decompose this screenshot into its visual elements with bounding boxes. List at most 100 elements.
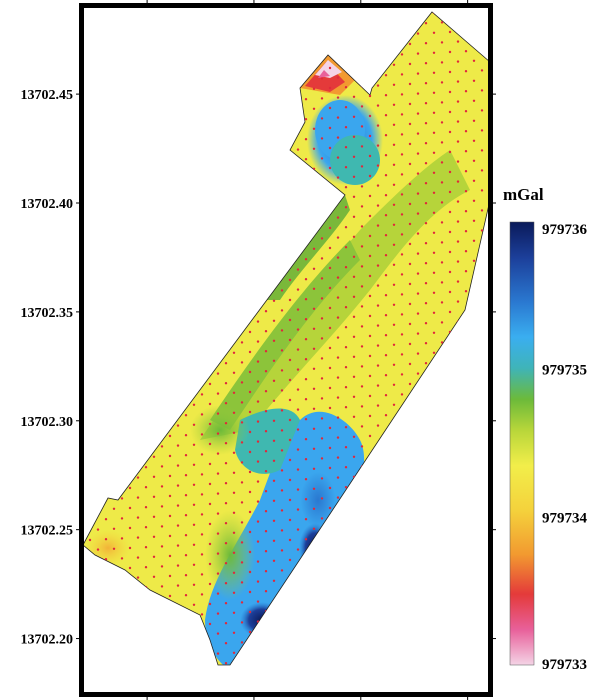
station-marker [224,502,228,505]
station-marker [328,126,332,130]
station-marker [497,148,499,150]
station-marker [224,402,228,405]
station-marker [521,17,523,19]
station-marker [505,238,507,240]
station-marker [240,341,244,344]
station-marker [384,114,388,117]
station-marker [360,425,364,428]
station-marker [553,396,555,398]
station-marker [200,493,204,496]
station-marker [561,345,563,347]
station-marker [561,565,563,567]
station-marker [296,508,300,511]
station-marker [312,487,316,490]
station-marker [537,276,539,278]
station-marker [320,337,324,340]
station-marker [505,618,507,620]
station-marker [360,385,364,388]
station-marker [224,582,228,585]
y-tick-label: 13702.35 [21,306,74,321]
station-marker [352,195,356,198]
station-marker [216,512,220,515]
station-marker [328,366,332,370]
station-marker [328,326,332,330]
station-marker [537,656,539,658]
station-marker [248,550,252,554]
station-marker [240,441,244,444]
station-marker [561,185,563,187]
station-marker [352,115,356,119]
station-marker [272,299,276,302]
station-marker [392,183,396,186]
station-marker [208,402,212,406]
station-marker [200,613,204,616]
station-marker [368,254,372,258]
station-marker [328,146,332,150]
station-marker [497,568,499,570]
station-marker [440,241,444,244]
station-marker [240,541,244,544]
station-marker [376,344,380,347]
station-marker [553,36,555,38]
station-marker [152,455,156,458]
station-marker [537,156,539,158]
station-marker [152,575,156,578]
station-marker [232,571,236,574]
station-marker [248,350,252,354]
station-marker [336,356,340,359]
station-marker [368,174,372,178]
colorbar-label: 979734 [542,510,588,526]
station-marker [497,128,499,130]
station-marker [480,209,484,212]
station-marker [240,561,244,564]
station-marker [184,474,188,477]
station-marker [121,697,123,699]
station-marker [368,154,372,158]
station-marker [352,315,356,318]
station-marker [176,484,180,487]
station-marker [200,473,204,476]
station-marker [537,456,539,458]
station-marker [553,96,555,98]
station-marker [448,310,452,314]
station-marker [272,419,276,422]
station-marker [304,258,308,261]
station-marker [497,68,499,70]
station-marker [288,418,292,422]
station-marker [344,246,348,249]
station-marker [416,352,420,355]
station-marker [529,27,531,29]
station-marker [480,149,484,152]
station-marker [561,465,563,467]
station-marker [224,422,228,425]
station-marker [416,272,420,275]
station-marker [296,428,300,431]
map-frame [79,3,493,697]
station-marker [240,641,244,644]
station-marker [296,288,300,291]
station-marker [472,239,476,242]
station-marker [336,296,340,299]
station-marker [400,253,404,256]
station-marker [456,140,460,143]
station-marker [208,502,212,506]
station-marker [176,564,180,567]
station-marker [312,327,316,330]
station-marker [392,83,396,87]
station-marker [553,56,555,58]
station-marker [432,71,436,75]
station-marker [416,372,420,375]
station-marker [456,160,460,163]
station-marker [248,630,252,634]
station-marker [545,86,547,88]
station-marker [280,469,284,472]
station-marker [224,662,228,665]
station-marker [376,264,380,267]
station-marker [360,365,364,368]
station-marker [344,226,348,229]
station-marker [545,106,547,108]
station-marker [272,499,276,502]
station-marker [344,86,348,89]
station-marker [208,522,212,526]
station-marker [561,245,563,247]
